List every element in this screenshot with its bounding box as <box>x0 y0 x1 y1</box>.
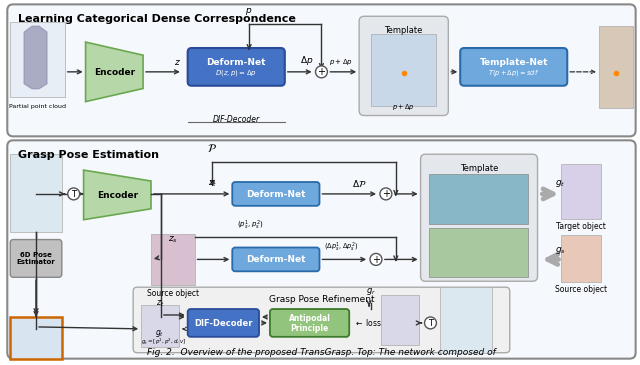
Polygon shape <box>24 26 47 89</box>
Text: $z_t$: $z_t$ <box>208 178 217 189</box>
FancyBboxPatch shape <box>10 239 62 277</box>
Text: $g_t=[p^1,p^2,d,v]$: $g_t=[p^1,p^2,d,v]$ <box>141 337 187 347</box>
Circle shape <box>424 317 436 329</box>
Text: Source object: Source object <box>147 289 199 298</box>
Text: Deform-Net: Deform-Net <box>246 190 306 199</box>
Circle shape <box>380 188 392 200</box>
Text: Fig. 2.  Overview of the proposed TransGrasp. Top: The network composed of: Fig. 2. Overview of the proposed TransGr… <box>147 348 496 357</box>
Text: $g_s$: $g_s$ <box>556 245 566 256</box>
FancyBboxPatch shape <box>7 4 636 137</box>
Bar <box>381 295 419 345</box>
Text: +: + <box>372 255 380 265</box>
Text: Grasp Pose Estimation: Grasp Pose Estimation <box>18 150 159 160</box>
Text: Target object: Target object <box>556 222 606 231</box>
FancyBboxPatch shape <box>188 48 285 86</box>
Text: T: T <box>71 190 76 199</box>
Text: Encoder: Encoder <box>94 68 135 77</box>
Bar <box>141 305 179 347</box>
Text: +: + <box>317 68 326 77</box>
Text: $\leftarrow$ loss: $\leftarrow$ loss <box>354 318 382 328</box>
Text: Grasp Pose Refinement: Grasp Pose Refinement <box>269 295 374 304</box>
Text: Learning Categorical Dense Correspondence: Learning Categorical Dense Correspondenc… <box>18 14 296 24</box>
Text: $z_t$: $z_t$ <box>156 299 164 309</box>
FancyBboxPatch shape <box>420 154 538 281</box>
Bar <box>561 235 601 282</box>
Bar <box>599 26 633 108</box>
Text: $T(p+\Delta p)=sdf$: $T(p+\Delta p)=sdf$ <box>488 68 540 78</box>
Circle shape <box>316 66 328 78</box>
FancyBboxPatch shape <box>460 48 567 86</box>
Text: $g_r$: $g_r$ <box>366 286 376 297</box>
Text: Template-Net: Template-Net <box>479 58 548 68</box>
Text: $\mathcal{P}$: $\mathcal{P}$ <box>207 142 218 154</box>
Bar <box>10 22 65 97</box>
Text: 6D Pose
Estimator: 6D Pose Estimator <box>17 253 56 265</box>
Text: Partial point cloud: Partial point cloud <box>8 104 65 109</box>
FancyBboxPatch shape <box>232 182 319 206</box>
Text: $p+\Delta p$: $p+\Delta p$ <box>392 101 415 112</box>
Text: Template: Template <box>385 26 423 35</box>
Text: T: T <box>428 319 433 328</box>
Bar <box>10 317 62 359</box>
Bar <box>429 228 527 277</box>
Text: $g_t$: $g_t$ <box>156 328 164 339</box>
Text: Template: Template <box>460 164 498 173</box>
Text: +: + <box>382 189 390 199</box>
FancyBboxPatch shape <box>188 309 259 337</box>
Text: Encoder: Encoder <box>97 191 138 200</box>
Text: $p$: $p$ <box>246 6 253 17</box>
Text: DIF-Decoder: DIF-Decoder <box>194 319 253 328</box>
Text: DIF-Decoder: DIF-Decoder <box>212 115 260 124</box>
Text: Antipodal
Principle: Antipodal Principle <box>289 314 330 333</box>
Text: Deform-Net: Deform-Net <box>246 255 306 264</box>
Text: $\Delta p$: $\Delta p$ <box>300 54 314 67</box>
Polygon shape <box>84 170 151 220</box>
Bar <box>151 234 195 285</box>
Bar <box>429 174 527 224</box>
Bar <box>10 154 62 232</box>
Text: $D(z,p)=\Delta p$: $D(z,p)=\Delta p$ <box>215 68 257 78</box>
Circle shape <box>68 188 79 200</box>
Polygon shape <box>86 42 143 101</box>
Text: $g_t$: $g_t$ <box>556 178 566 189</box>
Circle shape <box>370 253 382 265</box>
Text: Source object: Source object <box>555 285 607 294</box>
Text: $\Delta\mathcal{P}$: $\Delta\mathcal{P}$ <box>352 178 366 189</box>
FancyBboxPatch shape <box>270 309 349 337</box>
FancyBboxPatch shape <box>359 16 449 115</box>
Text: $(\Delta p_s^1, \Delta p_s^2)$: $(\Delta p_s^1, \Delta p_s^2)$ <box>324 241 358 254</box>
FancyBboxPatch shape <box>7 140 636 359</box>
FancyBboxPatch shape <box>232 247 319 271</box>
Text: $z$: $z$ <box>174 58 181 67</box>
Text: $p+\Delta p$: $p+\Delta p$ <box>330 57 353 67</box>
Bar <box>440 287 492 353</box>
Text: Deform-Net: Deform-Net <box>207 58 266 68</box>
Text: $z_s$: $z_s$ <box>168 234 178 245</box>
Bar <box>561 164 601 219</box>
Text: $(p_s^1, p_s^2)$: $(p_s^1, p_s^2)$ <box>237 218 264 232</box>
Bar <box>371 34 436 105</box>
FancyBboxPatch shape <box>133 287 510 353</box>
